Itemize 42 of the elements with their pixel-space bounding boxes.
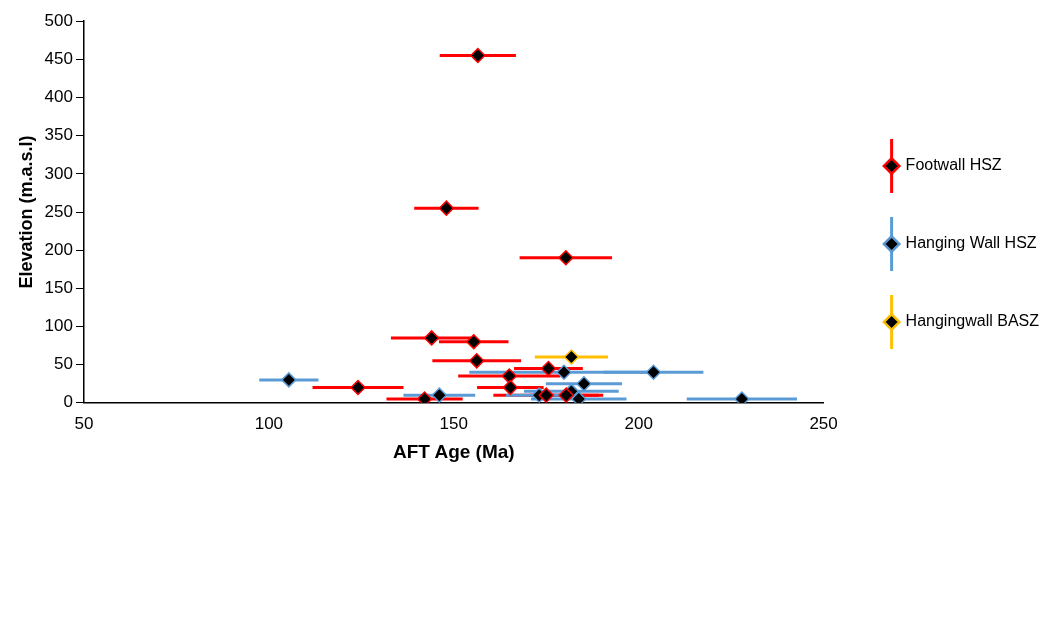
y-tick-label: 200 bbox=[44, 239, 73, 259]
y-tick-label: 350 bbox=[44, 125, 73, 145]
point bbox=[501, 368, 518, 384]
point bbox=[281, 372, 297, 388]
legend-label: Hanging Wall HSZ bbox=[905, 234, 1037, 252]
point bbox=[416, 391, 433, 403]
point bbox=[468, 353, 485, 369]
x-tick-label: 150 bbox=[439, 413, 468, 433]
y-tick-label: 500 bbox=[44, 10, 73, 30]
point bbox=[558, 250, 574, 266]
y-tick-label: 50 bbox=[54, 354, 73, 374]
point bbox=[563, 349, 580, 365]
y-tick-label: 150 bbox=[44, 278, 73, 298]
x-tick-label: 250 bbox=[809, 413, 838, 433]
point bbox=[466, 333, 482, 350]
point bbox=[502, 379, 519, 396]
x-tick-label: 50 bbox=[74, 413, 94, 433]
point bbox=[438, 200, 455, 216]
y-axis-title: Elevation (m.a.s.l) bbox=[15, 135, 36, 289]
y-tick-label: 400 bbox=[44, 87, 73, 107]
point bbox=[538, 387, 554, 403]
y-tick-label: 100 bbox=[44, 316, 73, 336]
legend-label: Hangingwall BASZ bbox=[905, 312, 1040, 330]
y-tick-label: 450 bbox=[44, 49, 73, 69]
y-tick-label: 0 bbox=[63, 392, 73, 412]
point bbox=[556, 364, 572, 381]
y-tick-label: 250 bbox=[44, 201, 73, 221]
y-tick-label: 300 bbox=[44, 163, 73, 183]
point bbox=[571, 391, 587, 403]
legend-label: Footwall HSZ bbox=[905, 156, 1002, 174]
x-axis-title: AFT Age (Ma) bbox=[392, 440, 515, 462]
x-tick-label: 100 bbox=[254, 413, 284, 433]
point bbox=[540, 360, 557, 377]
point bbox=[576, 375, 592, 392]
point bbox=[431, 387, 448, 403]
point bbox=[350, 379, 366, 396]
x-tick-label: 200 bbox=[624, 413, 653, 433]
point bbox=[470, 47, 486, 64]
point bbox=[423, 330, 440, 346]
point bbox=[734, 391, 750, 403]
point bbox=[558, 387, 574, 403]
point bbox=[645, 364, 662, 381]
